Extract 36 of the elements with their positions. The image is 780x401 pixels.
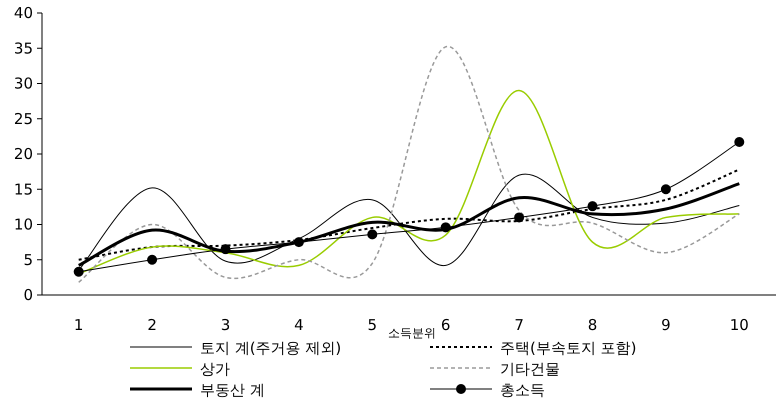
point bbox=[440, 222, 451, 232]
y-tick-label: 25 bbox=[14, 110, 33, 128]
point bbox=[367, 229, 378, 240]
legend-label: 주택(부속토지 포함) bbox=[500, 339, 636, 357]
x-tick-label: 7 bbox=[514, 316, 524, 334]
y-tick-label: 20 bbox=[14, 145, 33, 163]
y-tick-label: 35 bbox=[14, 39, 33, 58]
x-tick-label: 10 bbox=[730, 316, 749, 334]
point bbox=[588, 201, 598, 212]
x-tick-label: 9 bbox=[661, 316, 671, 334]
y-tick-label: 30 bbox=[14, 74, 33, 92]
y-tick-label: 10 bbox=[14, 216, 33, 234]
point bbox=[734, 137, 744, 148]
legend-label: 토지 계(주거용 제외) bbox=[200, 339, 342, 357]
y-tick-label: 15 bbox=[14, 180, 33, 198]
x-axis-title: 소득분위 bbox=[388, 326, 436, 340]
legend-label: 기타건물 bbox=[500, 360, 560, 378]
legend-label: 부동산 계 bbox=[200, 381, 265, 399]
legend-label: 총소득 bbox=[500, 381, 545, 399]
y-tick-label: 5 bbox=[23, 250, 33, 269]
x-tick-label: 5 bbox=[368, 316, 378, 334]
y-tick-label: 0 bbox=[23, 286, 33, 304]
y-tick-label: 40 bbox=[14, 4, 33, 22]
point bbox=[147, 254, 158, 265]
point bbox=[220, 244, 230, 254]
x-tick-label: 8 bbox=[588, 316, 598, 334]
x-tick-label: 4 bbox=[294, 316, 304, 334]
x-tick-label: 2 bbox=[147, 316, 157, 334]
x-tick-label: 3 bbox=[220, 316, 230, 334]
point bbox=[294, 237, 304, 248]
legend-label: 상가 bbox=[200, 360, 230, 378]
x-tick-label: 1 bbox=[74, 316, 84, 334]
point bbox=[514, 212, 524, 222]
point bbox=[660, 184, 671, 194]
x-tick-label: 6 bbox=[440, 316, 450, 334]
point bbox=[74, 266, 84, 277]
